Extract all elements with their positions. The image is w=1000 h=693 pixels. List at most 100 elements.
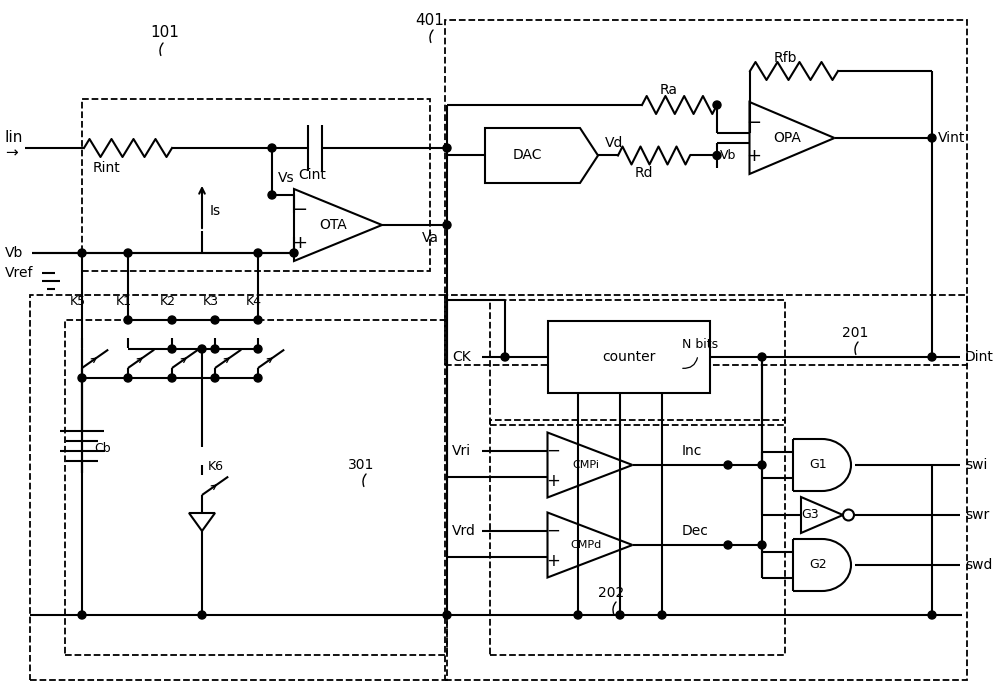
Circle shape bbox=[254, 345, 262, 353]
Circle shape bbox=[198, 345, 206, 353]
Bar bbox=[82, 99, 430, 271]
Bar bbox=[490, 420, 785, 655]
Text: +: + bbox=[292, 234, 308, 252]
Text: Ra: Ra bbox=[660, 83, 678, 97]
Circle shape bbox=[443, 144, 451, 152]
Polygon shape bbox=[189, 513, 215, 531]
Text: DAC: DAC bbox=[512, 148, 542, 162]
Circle shape bbox=[574, 611, 582, 619]
Text: +: + bbox=[546, 552, 560, 570]
Polygon shape bbox=[801, 497, 843, 533]
Circle shape bbox=[268, 144, 276, 152]
Text: swr: swr bbox=[965, 508, 989, 522]
Circle shape bbox=[124, 249, 132, 257]
Circle shape bbox=[254, 249, 262, 257]
Text: Vb: Vb bbox=[5, 246, 23, 260]
Circle shape bbox=[758, 541, 766, 549]
Text: Cint: Cint bbox=[298, 168, 326, 182]
Text: Iin: Iin bbox=[5, 130, 23, 146]
Circle shape bbox=[124, 316, 132, 324]
Circle shape bbox=[254, 316, 262, 324]
Circle shape bbox=[124, 374, 132, 382]
Polygon shape bbox=[485, 128, 598, 183]
Text: Vref: Vref bbox=[5, 266, 34, 280]
Text: CK: CK bbox=[452, 350, 471, 364]
Text: 301: 301 bbox=[348, 458, 374, 472]
Circle shape bbox=[268, 191, 276, 199]
Text: Vd: Vd bbox=[605, 136, 623, 150]
Bar bbox=[65, 320, 447, 655]
Text: −: − bbox=[546, 442, 560, 460]
Circle shape bbox=[211, 316, 219, 324]
Circle shape bbox=[168, 345, 176, 353]
Text: −: − bbox=[746, 114, 762, 132]
Text: Is: Is bbox=[210, 204, 221, 218]
Text: Va: Va bbox=[422, 231, 439, 245]
Circle shape bbox=[290, 249, 298, 257]
Text: Vint: Vint bbox=[938, 131, 965, 145]
Text: Vri: Vri bbox=[452, 444, 471, 458]
Text: CMPd: CMPd bbox=[570, 540, 602, 550]
Text: G3: G3 bbox=[801, 509, 819, 522]
Text: Cb: Cb bbox=[94, 443, 111, 455]
Circle shape bbox=[843, 509, 854, 520]
Circle shape bbox=[168, 316, 176, 324]
Circle shape bbox=[928, 611, 936, 619]
Text: K6: K6 bbox=[208, 461, 224, 473]
Text: Rint: Rint bbox=[93, 161, 121, 175]
Circle shape bbox=[254, 374, 262, 382]
Circle shape bbox=[713, 152, 721, 159]
Circle shape bbox=[724, 461, 732, 469]
Text: counter: counter bbox=[602, 350, 656, 364]
Text: Vrd: Vrd bbox=[452, 524, 476, 538]
Text: Dec: Dec bbox=[682, 524, 709, 538]
Text: K1: K1 bbox=[116, 295, 132, 308]
Text: K5: K5 bbox=[70, 295, 86, 308]
Bar bbox=[490, 300, 785, 425]
Polygon shape bbox=[548, 432, 633, 498]
Polygon shape bbox=[294, 189, 382, 261]
Text: 201: 201 bbox=[842, 326, 868, 340]
Text: OPA: OPA bbox=[773, 131, 801, 145]
Polygon shape bbox=[548, 513, 633, 577]
Circle shape bbox=[78, 374, 86, 382]
Circle shape bbox=[78, 249, 86, 257]
Circle shape bbox=[443, 221, 451, 229]
Text: −: − bbox=[292, 201, 308, 219]
Text: Vs: Vs bbox=[278, 171, 295, 185]
Text: swd: swd bbox=[965, 558, 992, 572]
Text: Vb: Vb bbox=[720, 149, 736, 162]
Polygon shape bbox=[750, 102, 835, 174]
Text: −: − bbox=[546, 522, 560, 540]
Bar bbox=[548, 321, 710, 393]
Text: CMPi: CMPi bbox=[572, 460, 600, 470]
Circle shape bbox=[616, 611, 624, 619]
Text: +: + bbox=[546, 472, 560, 490]
Text: Rd: Rd bbox=[635, 166, 654, 180]
Text: Dint: Dint bbox=[965, 350, 994, 364]
Circle shape bbox=[713, 101, 721, 109]
Circle shape bbox=[928, 353, 936, 361]
Text: 101: 101 bbox=[150, 26, 179, 40]
Circle shape bbox=[758, 461, 766, 469]
Circle shape bbox=[658, 611, 666, 619]
Bar bbox=[445, 295, 967, 680]
Text: 401: 401 bbox=[415, 13, 444, 28]
Circle shape bbox=[168, 374, 176, 382]
Bar bbox=[30, 295, 447, 680]
Text: Inc: Inc bbox=[682, 444, 702, 458]
Bar bbox=[445, 20, 967, 365]
Text: swi: swi bbox=[965, 458, 987, 472]
Text: K2: K2 bbox=[160, 295, 176, 308]
Circle shape bbox=[758, 353, 766, 361]
Text: +: + bbox=[746, 147, 762, 165]
Circle shape bbox=[198, 611, 206, 619]
Circle shape bbox=[501, 353, 509, 361]
Text: K4: K4 bbox=[246, 295, 262, 308]
Text: G1: G1 bbox=[809, 459, 827, 471]
Text: 202: 202 bbox=[598, 586, 624, 600]
Circle shape bbox=[211, 374, 219, 382]
Text: G2: G2 bbox=[809, 559, 827, 572]
Circle shape bbox=[443, 611, 451, 619]
Circle shape bbox=[211, 345, 219, 353]
